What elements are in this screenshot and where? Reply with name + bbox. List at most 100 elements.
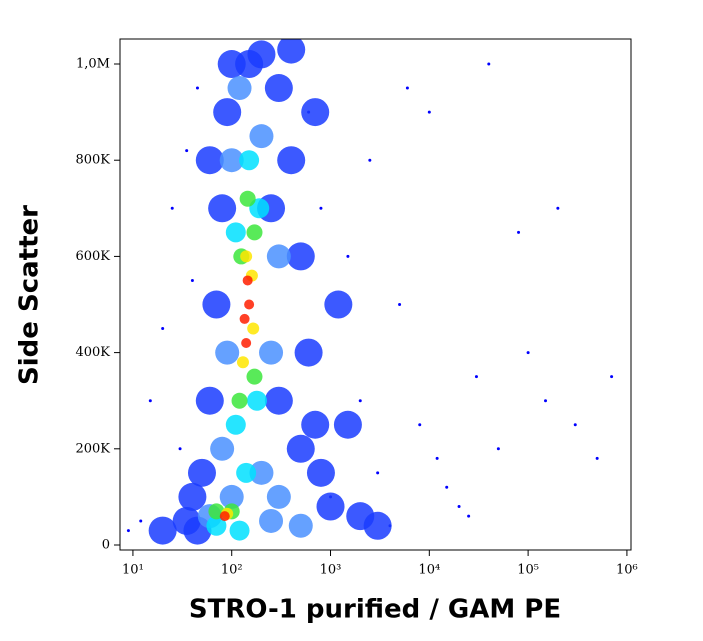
data-point [294,338,323,367]
data-point [208,194,237,223]
data-point [190,278,194,282]
data-point [301,98,330,127]
data-point [236,462,257,483]
data-point [467,514,471,518]
data-point [246,368,263,385]
data-point [346,254,350,258]
data-point [266,244,291,269]
data-point [526,351,530,355]
plot-points [126,39,614,545]
data-point [264,386,293,415]
data-point [259,508,284,533]
data-point [206,515,227,536]
x-tick-label: 10² [221,563,243,578]
data-point [241,337,252,348]
x-axis-title: STRO-1 purified / GAM PE [189,595,561,625]
plot-frame [119,38,632,551]
data-point [319,206,323,210]
y-tick-label: 600K [75,249,110,264]
data-point [418,423,422,427]
data-point [210,436,235,461]
data-point [286,242,315,271]
data-point [277,39,306,64]
data-point [239,313,250,324]
data-point [474,375,478,379]
data-point [405,86,409,90]
data-point [195,146,224,175]
data-point [573,423,577,427]
data-point [301,410,330,439]
data-point [215,340,240,365]
y-tick-label: 1,0M [76,57,110,72]
y-tick-label: 400K [75,345,110,360]
data-point [324,290,353,319]
data-point [244,299,255,310]
data-point [333,410,362,439]
data-point [496,447,500,451]
data-point [595,456,599,460]
data-point [219,511,230,522]
data-point [249,198,270,219]
data-point [148,516,177,545]
data-point [126,529,130,533]
data-point [368,158,372,162]
x-tick-label: 10³ [320,563,342,578]
data-point [202,290,231,319]
data-point [187,458,216,487]
y-tick-label: 800K [75,153,110,168]
data-point [610,375,614,379]
data-point [178,447,182,451]
data-point [249,124,274,149]
data-point [178,482,207,511]
data-point [229,520,250,541]
data-point [195,86,199,90]
x-tick-label: 10⁶ [616,563,638,578]
data-point [246,224,263,241]
y-tick-label: 200K [75,441,110,456]
data-point [161,327,165,331]
x-tick-label: 10⁴ [418,563,440,578]
data-point [316,492,345,521]
data-point [170,206,174,210]
data-point [227,76,252,101]
data-point [556,206,560,210]
data-point [363,511,392,540]
data-point [398,303,402,307]
data-point [219,484,244,509]
x-tick-label: 10⁵ [517,563,539,578]
data-point [288,513,313,538]
data-point [148,399,152,403]
data-point [259,340,284,365]
y-axis-title: Side Scatter [15,205,45,385]
data-point [427,110,431,114]
data-point [445,485,449,489]
data-point [219,148,244,173]
data-point [247,322,260,335]
data-point [306,458,335,487]
data-point [235,50,264,79]
data-point [239,150,260,171]
x-tick-label: 10¹ [122,563,144,578]
data-point [487,62,491,66]
y-tick-label: 0 [102,537,110,552]
data-point [457,505,461,509]
data-point [225,414,246,435]
data-point [239,190,256,207]
data-point [185,149,189,153]
data-point [231,392,248,409]
data-point [195,386,224,415]
data-point [376,471,380,475]
data-point [225,222,246,243]
data-point [246,390,267,411]
data-point [358,399,362,403]
data-point [264,74,293,103]
data-point [236,356,249,369]
data-point [277,146,306,175]
data-point [544,399,548,403]
data-point [266,484,291,509]
data-point [213,98,242,127]
data-point [435,456,439,460]
data-point [517,230,521,234]
data-point [240,250,253,263]
